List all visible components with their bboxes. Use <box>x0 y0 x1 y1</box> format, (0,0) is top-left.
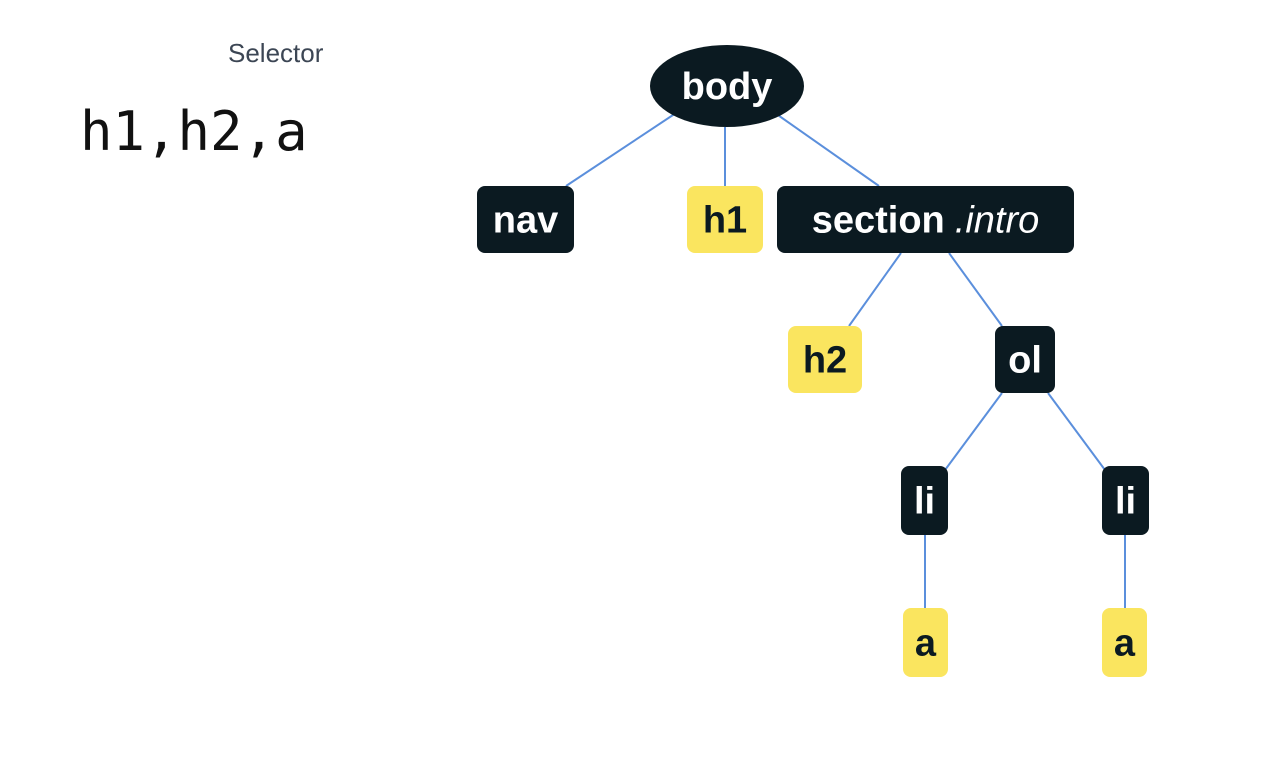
node-a2-label: a <box>1114 623 1136 665</box>
node-ol-tag: ol <box>1008 340 1042 382</box>
node-h2: h2 <box>788 326 862 393</box>
node-ol-shape <box>995 326 1055 393</box>
node-li1-shape <box>901 466 948 535</box>
node-li1: li <box>901 466 948 535</box>
edge-ol-li2 <box>1047 392 1106 471</box>
edge-section-ol <box>948 252 1003 327</box>
node-a1-tag: a <box>915 623 937 665</box>
node-section-tag: section <box>812 200 945 242</box>
node-h2-shape <box>788 326 862 393</box>
node-li2-label: li <box>1115 481 1136 523</box>
node-li1-tag: li <box>914 481 935 523</box>
node-a2: a <box>1102 608 1147 677</box>
node-body-tag: body <box>682 66 773 108</box>
node-a1-label: a <box>915 623 937 665</box>
node-li2-shape <box>1102 466 1149 535</box>
node-nav-shape <box>477 186 574 253</box>
edge-section-h2 <box>848 252 902 327</box>
node-h1: h1 <box>687 186 763 253</box>
node-h1-tag: h1 <box>703 200 747 242</box>
edge-body-nav <box>565 112 677 187</box>
node-ol: ol <box>995 326 1055 393</box>
node-a2-shape <box>1102 608 1147 677</box>
selector-label: Selector <box>228 38 324 68</box>
node-h2-tag: h2 <box>803 340 847 382</box>
node-body-label: body <box>682 66 773 108</box>
tree-nodes: body nav h1 section .intro h2 ol li li a a <box>477 45 1149 677</box>
node-li1-label: li <box>914 481 935 523</box>
node-h1-label: h1 <box>703 200 747 242</box>
edge-ol-li1 <box>944 392 1003 471</box>
node-section-label: section .intro <box>812 200 1040 242</box>
node-ol-label: ol <box>1008 340 1042 382</box>
node-body-shape <box>650 45 804 127</box>
node-section: section .intro <box>777 186 1074 253</box>
selector-value: h1,h2,a <box>80 100 308 163</box>
node-li2: li <box>1102 466 1149 535</box>
node-section-class: .intro <box>955 200 1039 242</box>
node-nav-label: nav <box>493 200 558 242</box>
node-nav: nav <box>477 186 574 253</box>
node-h2-label: h2 <box>803 340 847 382</box>
edge-body-section <box>774 112 880 187</box>
node-a1: a <box>903 608 948 677</box>
node-nav-tag: nav <box>493 200 558 242</box>
tree-edges <box>565 112 1126 608</box>
node-li2-tag: li <box>1115 481 1136 523</box>
node-body: body <box>650 45 804 127</box>
node-a1-shape <box>903 608 948 677</box>
node-a2-tag: a <box>1114 623 1136 665</box>
node-section-shape <box>777 186 1074 253</box>
node-h1-shape <box>687 186 763 253</box>
